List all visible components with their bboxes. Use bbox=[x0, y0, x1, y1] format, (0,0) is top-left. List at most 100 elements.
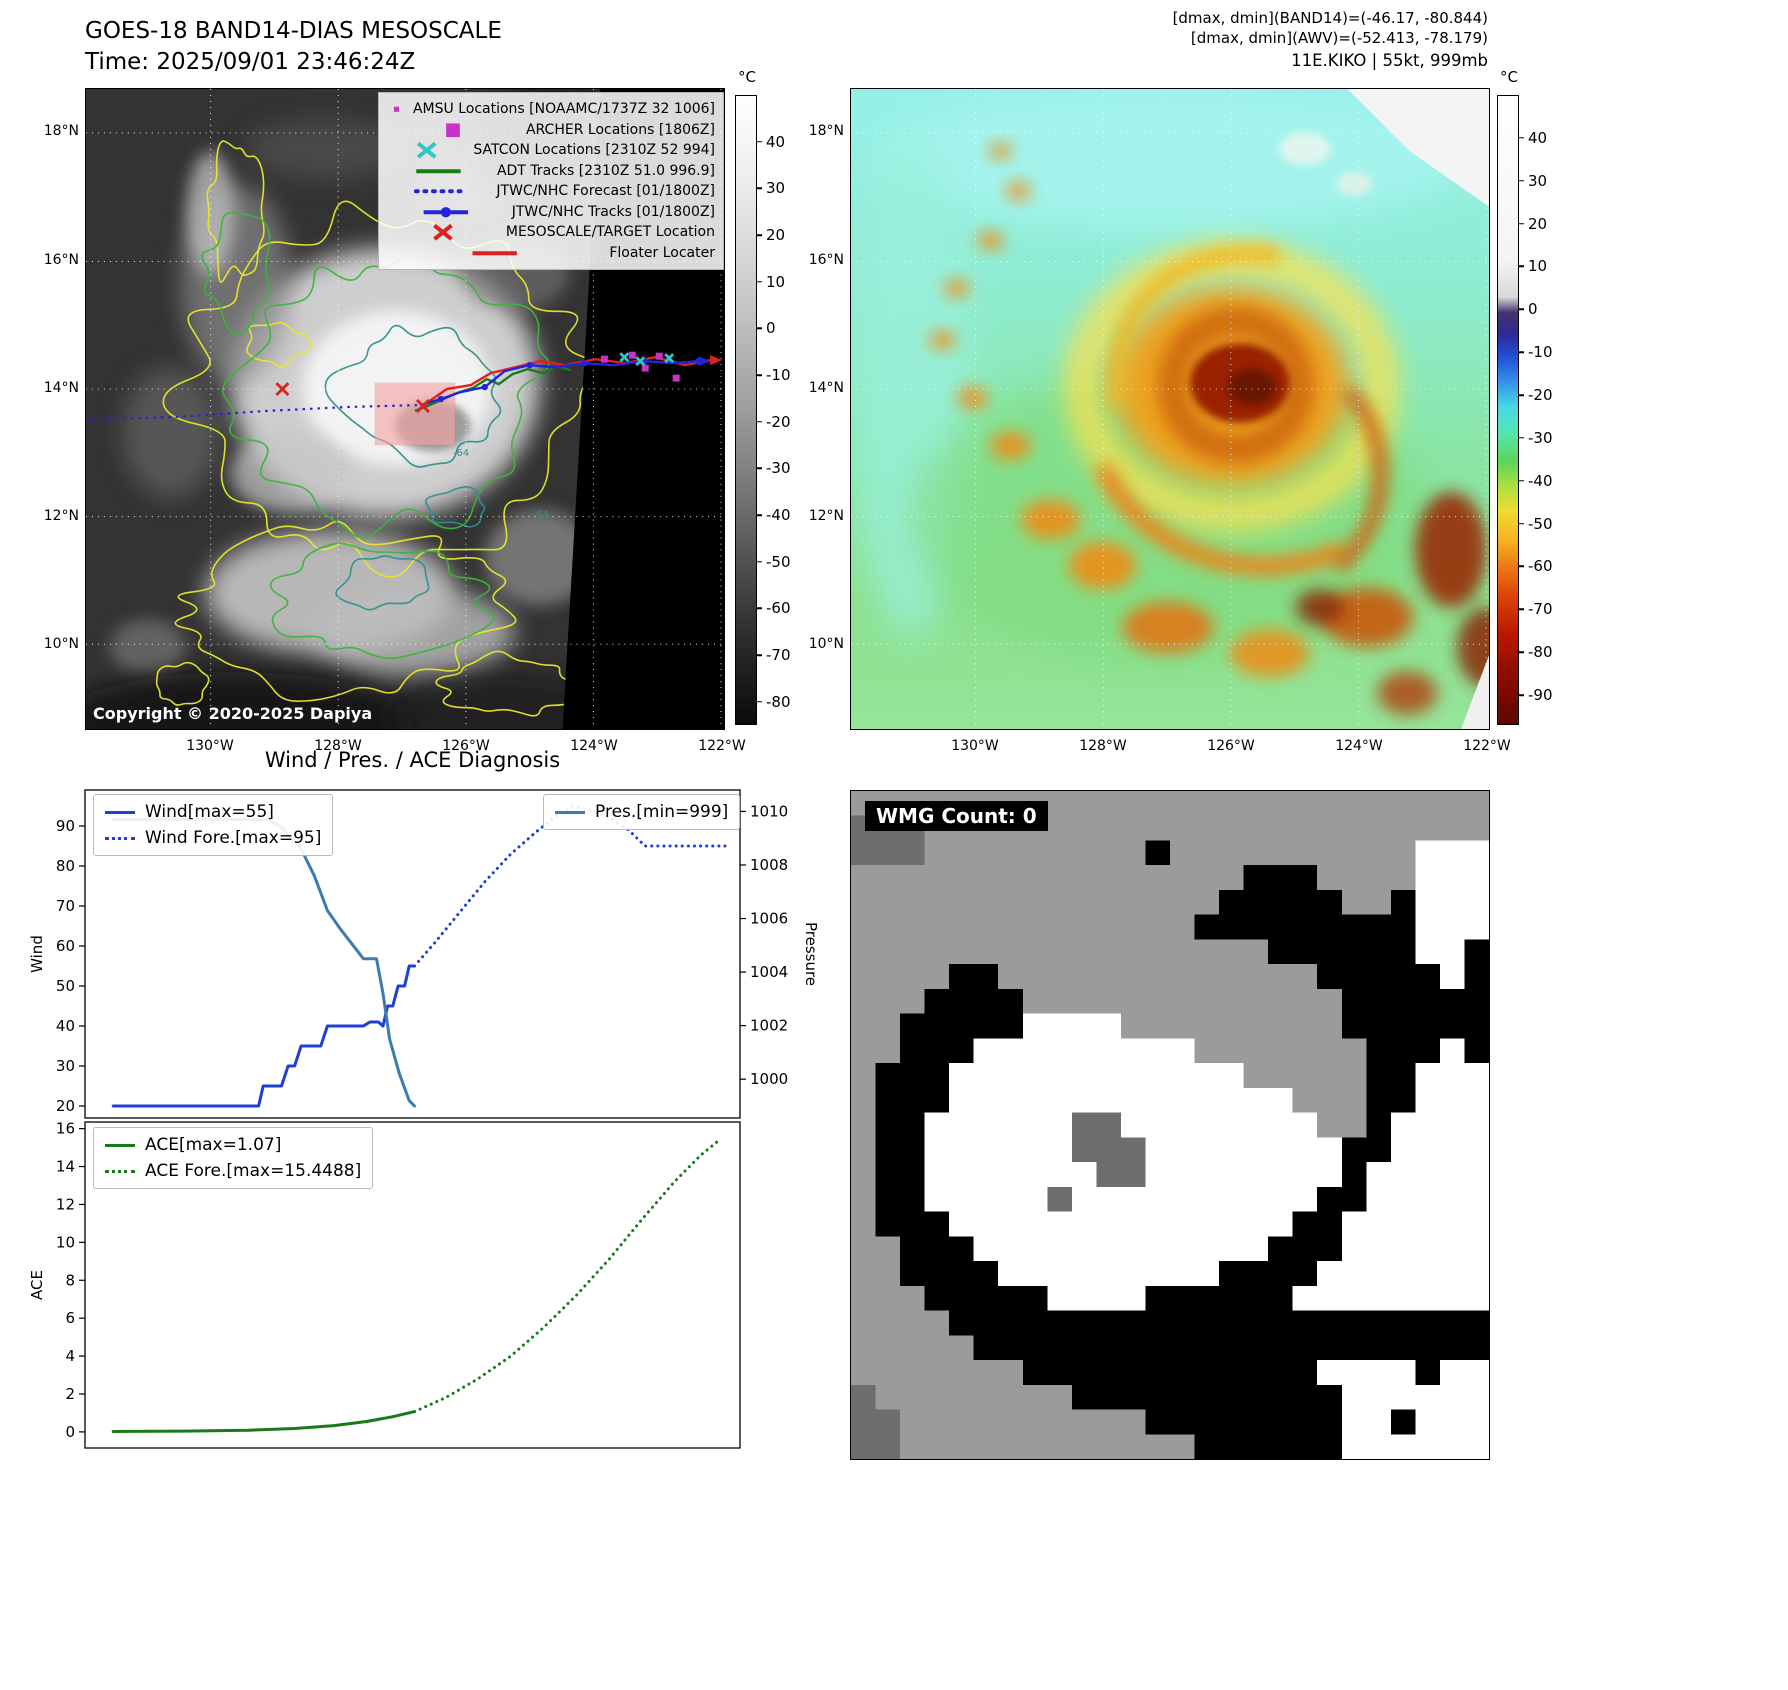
wmg-bitmap-image bbox=[851, 791, 1489, 1459]
lon-tick-label: 122°W bbox=[698, 738, 746, 754]
lat-tick-label: 16°N bbox=[808, 252, 844, 268]
y2-axis-tick-label: 1010 bbox=[750, 802, 788, 820]
map-legend-item: JTWC/NHC Forecast [01/1800Z] bbox=[387, 181, 715, 202]
y-axis-tick-label: 80 bbox=[56, 857, 75, 875]
colorbar-tick-label: -90 bbox=[1528, 686, 1553, 704]
colorbar-tick-label: -10 bbox=[766, 366, 791, 384]
colorbar-tick bbox=[1519, 522, 1524, 525]
lat-tick-label: 12°N bbox=[808, 508, 844, 524]
map-legend-marker-line-icon bbox=[416, 168, 461, 173]
map-legend-label: MESOSCALE/TARGET Location bbox=[505, 224, 715, 241]
colorbar-tick-label: 0 bbox=[766, 319, 776, 338]
colorbar-tick bbox=[1519, 651, 1524, 653]
map-legend-label: AMSU Locations [NOAAMC/1737Z 32 1006] bbox=[412, 101, 715, 118]
colorbar-tick bbox=[757, 187, 762, 190]
colorbar-tick bbox=[757, 514, 762, 516]
map-legend-label: JTWC/NHC Tracks [01/1800Z] bbox=[511, 203, 715, 220]
band14-colorbar-unit: °C bbox=[738, 68, 756, 86]
diagnosis-title: Wind / Pres. / ACE Diagnosis bbox=[264, 748, 561, 772]
y-axis-tick-label: 8 bbox=[65, 1271, 75, 1289]
colorbar-tick bbox=[757, 420, 762, 423]
y-axis-tick-label: 50 bbox=[56, 977, 75, 995]
map-legend-marker-line-icon bbox=[472, 250, 517, 255]
map-legend-marker-line-dot-icon bbox=[423, 206, 469, 217]
y2-axis-tick-label: 1000 bbox=[750, 1070, 788, 1088]
map-legend-item: JTWC/NHC Tracks [01/1800Z] bbox=[387, 202, 715, 223]
series-line bbox=[111, 818, 416, 1108]
lat-tick-label: 10°N bbox=[43, 636, 79, 652]
map-legend-marker-square-icon bbox=[446, 122, 460, 137]
awv-colorbar-gradient bbox=[1497, 95, 1519, 725]
awv-colorbar: °C 40 30 20 10 0 -10 -20 -30 -40 -50 -60 -70 -80 -90 bbox=[1497, 68, 1553, 725]
chart-legend-item: Wind Fore.[max=95] bbox=[105, 825, 321, 851]
colorbar-tick bbox=[757, 654, 762, 656]
y-axis-tick-label: 4 bbox=[65, 1347, 75, 1365]
chart-legend-item: ACE[max=1.07] bbox=[105, 1132, 361, 1158]
axis-label: Wind bbox=[28, 935, 46, 973]
colorbar-tick-label: -20 bbox=[766, 412, 791, 431]
lat-tick-label: 10°N bbox=[808, 636, 844, 652]
legend-line-swatch bbox=[105, 1143, 135, 1147]
colorbar-tick-label: 30 bbox=[766, 179, 786, 198]
awv-dmax-awv: [dmax, dmin](AWV)=(-52.413, -78.179) bbox=[1190, 29, 1488, 47]
colorbar-tick-label: 20 bbox=[1528, 214, 1548, 233]
legend-label: ACE Fore.[max=15.4488] bbox=[145, 1161, 362, 1181]
band14-title: GOES-18 BAND14-DIAS MESOSCALE bbox=[85, 18, 502, 44]
lon-tick-label: 128°W bbox=[1079, 738, 1127, 754]
colorbar-tick-label: 0 bbox=[1528, 300, 1538, 319]
y-axis-tick-label: 40 bbox=[56, 1017, 75, 1035]
awv-header-block: [dmax, dmin](BAND14)=(-46.17, -80.844) [… bbox=[1000, 8, 1488, 70]
colorbar-tick-label: -60 bbox=[766, 599, 791, 618]
colorbar-tick bbox=[1519, 437, 1524, 439]
legend-line-swatch bbox=[105, 810, 135, 814]
band14-colorbar: °C 40 30 20 10 0 -10 -20 -30 -40 -50 -60 -70 -80 bbox=[735, 68, 791, 725]
lon-tick-label: 130°W bbox=[186, 738, 234, 754]
chart-legend: Pres.[min=999] bbox=[543, 794, 741, 830]
colorbar-tick-label: 20 bbox=[766, 226, 786, 244]
colorbar-tick-label: 40 bbox=[1528, 128, 1548, 147]
colorbar-tick bbox=[757, 280, 762, 283]
map-legend-marker-square-icon bbox=[393, 106, 400, 112]
axis-label: ACE bbox=[28, 1270, 46, 1300]
series-line bbox=[111, 964, 416, 1108]
map-legend-item: ADT Tracks [2310Z 51.0 996.9] bbox=[387, 161, 715, 182]
colorbar-tick bbox=[1519, 308, 1524, 311]
lat-tick-label: 16°N bbox=[43, 252, 79, 268]
lon-tick-label: 126°W bbox=[1207, 738, 1255, 754]
colorbar-tick bbox=[757, 700, 762, 703]
contour-value-label: -64 bbox=[533, 510, 549, 521]
lon-tick-label: 128°W bbox=[314, 738, 362, 754]
colorbar-tick-label: -50 bbox=[766, 552, 791, 571]
map-legend-marker-x-icon bbox=[433, 223, 453, 241]
colorbar-tick-label: -50 bbox=[1528, 514, 1553, 533]
colorbar-tick bbox=[1519, 565, 1524, 568]
colorbar-tick-label: -40 bbox=[766, 506, 791, 524]
awv-dmax-band14: [dmax, dmin](BAND14)=(-46.17, -80.844) bbox=[1172, 9, 1488, 27]
colorbar-tick bbox=[1519, 608, 1524, 611]
lon-tick-label: 130°W bbox=[951, 738, 999, 754]
band14-title-block: GOES-18 BAND14-DIAS MESOSCALE Time: 2025… bbox=[85, 16, 502, 78]
band14-time: Time: 2025/09/01 23:46:24Z bbox=[85, 49, 416, 75]
copyright-text: Copyright © 2020-2025 Dapiya bbox=[93, 704, 373, 723]
y-axis-tick-label: 60 bbox=[56, 937, 75, 955]
lat-tick-label: 18°N bbox=[43, 123, 79, 139]
colorbar-tick bbox=[1519, 394, 1524, 396]
awv-map bbox=[850, 88, 1490, 730]
colorbar-tick-label: -20 bbox=[1528, 386, 1553, 404]
map-legend-item: AMSU Locations [NOAAMC/1737Z 32 1006] bbox=[387, 99, 715, 120]
y2-axis-tick-label: 1002 bbox=[750, 1017, 788, 1035]
colorbar-tick bbox=[757, 374, 762, 376]
series-line bbox=[413, 804, 732, 968]
awv-satellite-image bbox=[851, 89, 1489, 729]
map-legend-item: ARCHER Locations [1806Z] bbox=[387, 120, 715, 141]
colorbar-tick bbox=[757, 140, 762, 143]
colorbar-tick bbox=[757, 560, 762, 563]
map-legend-item: Floater Locater bbox=[387, 243, 715, 264]
colorbar-tick-label: -80 bbox=[1528, 643, 1553, 662]
y-axis-tick-label: 0 bbox=[65, 1423, 75, 1441]
colorbar-tick bbox=[1519, 351, 1524, 353]
colorbar-tick bbox=[1519, 137, 1524, 139]
band14-map-legend: AMSU Locations [NOAAMC/1737Z 32 1006] ARC… bbox=[378, 92, 724, 270]
colorbar-tick-label: -60 bbox=[1528, 557, 1553, 576]
